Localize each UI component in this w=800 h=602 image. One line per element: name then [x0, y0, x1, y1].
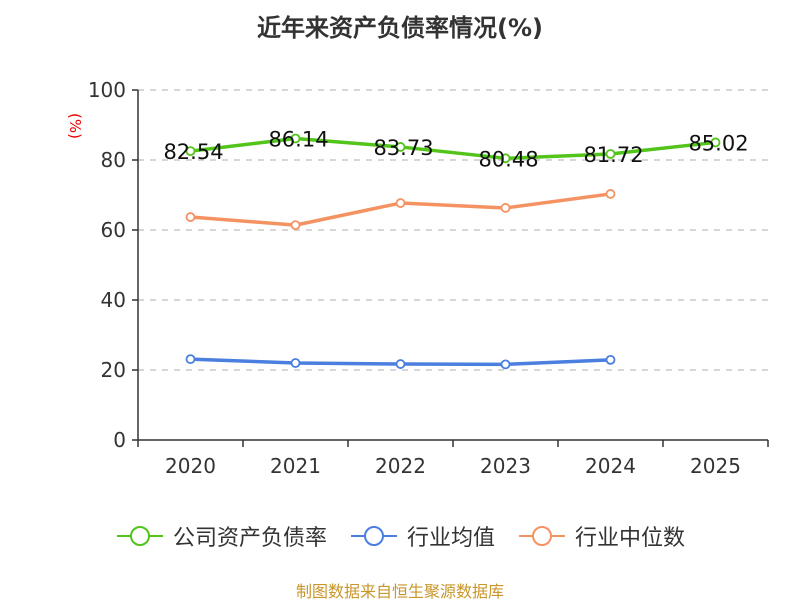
- legend-line-circle-icon: [116, 526, 163, 546]
- data-point[interactable]: [185, 146, 196, 157]
- data-point[interactable]: [290, 358, 301, 368]
- legend-item[interactable]: 行业均值: [349, 520, 495, 552]
- data-point[interactable]: [605, 149, 616, 159]
- data-label: 80.48: [478, 147, 538, 171]
- data-point[interactable]: [710, 137, 721, 148]
- x-tick-label: 2020: [165, 454, 216, 478]
- x-tick-label: 2025: [690, 454, 741, 478]
- series-line: [190, 136, 716, 161]
- legend-label: 行业均值: [406, 526, 495, 551]
- data-label: 82.54: [163, 140, 223, 164]
- legend-label: 公司资产负债率: [172, 526, 327, 551]
- y-tick-label: 20: [101, 358, 126, 382]
- x-tick-label: 2021: [270, 454, 321, 478]
- data-point[interactable]: [500, 203, 511, 213]
- chart-title: 近年来资产负债率情况(%): [257, 14, 543, 42]
- data-point[interactable]: [605, 189, 616, 199]
- legend-line-circle-icon: [519, 526, 565, 546]
- x-tick-label: 2023: [480, 454, 531, 478]
- data-point[interactable]: [290, 220, 301, 231]
- data-label: 86.14: [268, 128, 328, 152]
- y-tick-label: 40: [101, 288, 126, 312]
- data-point[interactable]: [500, 359, 511, 370]
- legend-item[interactable]: 公司资产负债率: [115, 520, 327, 552]
- y-tick-label: 80: [101, 148, 126, 172]
- x-tick-label: 2024: [585, 454, 636, 478]
- legend: 公司资产负债率 行业均值 行业中位数: [0, 520, 800, 552]
- y-tick-label: 60: [101, 218, 126, 242]
- data-label: 81.72: [583, 143, 643, 167]
- data-point[interactable]: [185, 354, 196, 365]
- data-point[interactable]: [395, 359, 406, 369]
- y-tick-label: 0: [113, 428, 126, 452]
- data-point[interactable]: [290, 133, 301, 144]
- line-chart: 0 20 40 60 80 100(%) 2020 2021 2022 2023 2024 2025 8…: [66, 78, 769, 478]
- legend-item[interactable]: 行业中位数: [517, 520, 685, 552]
- source-note: 制图数据来自恒生聚源数据库: [295, 582, 504, 601]
- x-tick-label: 2022: [375, 454, 426, 478]
- data-point[interactable]: [395, 142, 406, 152]
- legend-label: 行业中位数: [575, 526, 686, 551]
- data-point[interactable]: [185, 212, 196, 222]
- data-point[interactable]: [605, 354, 616, 365]
- y-tick-label: 100: [88, 78, 126, 102]
- data-label: 85.02: [688, 131, 748, 155]
- data-point[interactable]: [395, 198, 406, 208]
- data-label: 83.73: [373, 136, 433, 160]
- y-axis-label: (%): [66, 113, 84, 139]
- legend-line-circle-icon: [350, 526, 397, 546]
- data-point[interactable]: [500, 153, 511, 164]
